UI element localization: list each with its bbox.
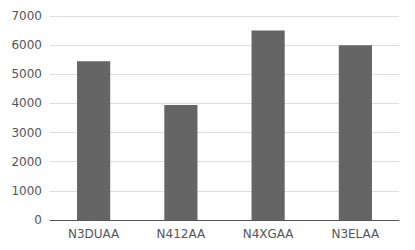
svg-text:2000: 2000 [11, 155, 42, 169]
svg-text:0: 0 [34, 213, 42, 227]
svg-text:N412AA: N412AA [157, 227, 206, 241]
svg-text:N3ELAA: N3ELAA [331, 227, 380, 241]
svg-text:5000: 5000 [11, 67, 42, 81]
svg-text:7000: 7000 [11, 9, 42, 23]
svg-text:3000: 3000 [11, 126, 42, 140]
svg-text:4000: 4000 [11, 96, 42, 110]
svg-text:N3DUAA: N3DUAA [68, 227, 120, 241]
svg-text:1000: 1000 [11, 184, 42, 198]
svg-text:N4XGAA: N4XGAA [243, 227, 295, 241]
svg-text:6000: 6000 [11, 38, 42, 52]
